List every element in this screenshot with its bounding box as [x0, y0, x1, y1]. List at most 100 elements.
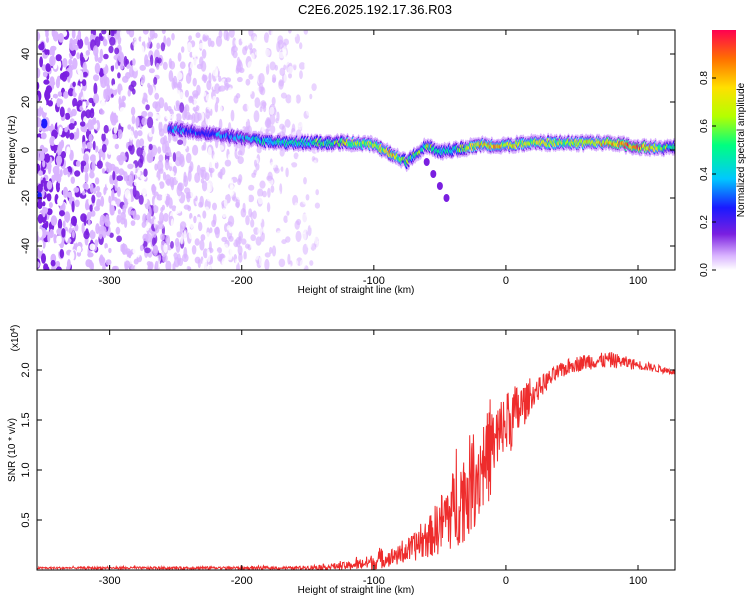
- spectrogram-noise-blob: [91, 194, 96, 204]
- spectrogram-noise-blob: [228, 100, 233, 110]
- spectrogram-noise-blob: [219, 156, 226, 166]
- spectrogram-noise-blob: [46, 94, 51, 99]
- spectrogram-noise-blob: [76, 251, 82, 257]
- spectrogram-noise-blob: [293, 152, 299, 160]
- spectrogram-noise-blob: [171, 77, 176, 90]
- spectrogram-noise-blob: [227, 67, 231, 75]
- spectrogram-noise-blob: [198, 221, 203, 232]
- spectrogram-noise-blob: [246, 100, 251, 111]
- spectrogram-noise-blob: [192, 58, 198, 66]
- spectrogram-noise-blob: [227, 87, 233, 96]
- spectrogram-noise-blob: [188, 35, 193, 41]
- spectrogram-xtick-label: 100: [629, 275, 647, 287]
- spectrogram-noise-blob: [57, 245, 61, 252]
- spectrogram-noise-blob: [212, 202, 217, 211]
- spectrogram-noise-blob: [168, 170, 175, 177]
- spectrogram-ytick-label: -20: [20, 190, 32, 206]
- spectrogram-noise-blob: [254, 50, 262, 56]
- spectrogram-noise-blob: [187, 170, 192, 182]
- spectrogram-noise-blob: [218, 194, 224, 201]
- spectrogram-noise-blob: [147, 82, 151, 89]
- spectrogram-noise-blob: [237, 150, 243, 156]
- spectrogram-noise-blob: [93, 187, 97, 195]
- spectrogram-noise-blob: [293, 259, 299, 266]
- spectrogram-noise-blob: [44, 153, 51, 163]
- spectrogram-noise-blob: [224, 159, 232, 167]
- snr-xtick-label: -300: [99, 575, 121, 587]
- spectrogram-noise-blob: [42, 177, 46, 184]
- spectrogram-noise-blob: [221, 236, 228, 242]
- spectrogram-noise-blob: [83, 167, 89, 173]
- spectrogram-noise-blob: [314, 233, 319, 245]
- spectrogram-noise-blob: [252, 210, 257, 220]
- spectrogram-noise-blob: [247, 165, 254, 174]
- spectrogram-noise-blob: [177, 40, 183, 47]
- spectrogram-noise-blob: [225, 173, 231, 179]
- spectrogram-noise-blob: [162, 153, 166, 166]
- spectrogram-noise-blob: [116, 186, 121, 197]
- spectrogram-noise-blob: [81, 222, 85, 234]
- spectrogram-noise-blob: [292, 71, 297, 79]
- spectrogram-noise-blob: [57, 145, 61, 156]
- spectrogram-noise-blob: [63, 167, 69, 175]
- spectrogram-noise-blob: [179, 91, 184, 99]
- spectrogram-noise-blob: [141, 117, 148, 126]
- spectrogram-noise-blob: [95, 151, 100, 164]
- spectrogram-noise-blob: [86, 79, 91, 86]
- spectrogram-noise-blob: [130, 80, 137, 88]
- spectrogram-noise-blob: [242, 202, 246, 213]
- spectrogram-noise-blob: [87, 219, 91, 226]
- spectrogram-noise-blob: [194, 172, 201, 183]
- spectrogram-noise-blob: [113, 251, 117, 257]
- spectrogram-noise-blob: [300, 228, 307, 234]
- spectrogram-noise-blob: [65, 212, 70, 224]
- spectrogram-noise-blob: [155, 62, 160, 70]
- spectrogram-noise-blob: [161, 204, 165, 211]
- spectrogram-noise-blob: [271, 74, 277, 84]
- spectrogram-noise-blob: [182, 208, 188, 217]
- spectrogram-noise-blob: [310, 104, 314, 113]
- spectrogram-noise-blob: [186, 266, 192, 270]
- spectrogram-noise-blob: [166, 37, 172, 47]
- spectrogram-noise-blob: [232, 50, 238, 59]
- spectrogram-noise-blob: [124, 196, 128, 209]
- spectrogram-noise-blob: [159, 211, 164, 224]
- spectrogram-noise-blob: [156, 194, 163, 201]
- spectrogram-noise-blob: [73, 131, 78, 141]
- spectrogram-noise-blob: [226, 225, 231, 231]
- spectrogram-noise-blob: [264, 155, 269, 166]
- spectrogram-noise-blob: [292, 58, 298, 66]
- spectrogram-noise-blob: [245, 215, 250, 226]
- spectrogram-noise-blob: [164, 102, 168, 112]
- spectrogram-noise-blob: [146, 222, 152, 229]
- spectrogram-ytick-label: 20: [20, 96, 32, 108]
- spectrogram-noise-blob: [146, 177, 152, 188]
- colorbar-tick-label: 0.0: [699, 263, 710, 277]
- spectrogram-noise-blob: [96, 103, 102, 111]
- spectrogram-noise-blob: [163, 135, 168, 144]
- spectrogram-noise-blob: [131, 115, 136, 125]
- spectrogram-noise-blob: [89, 171, 95, 179]
- spectrogram-noise-blob: [51, 174, 56, 183]
- spectrogram-xlabel: Height of straight line (km): [298, 285, 415, 296]
- spectrogram-noise-blob: [102, 262, 106, 270]
- spectrogram-noise-blob: [233, 207, 238, 213]
- spectrogram-noise-blob: [312, 169, 318, 182]
- spectrogram-noise-blob: [95, 167, 99, 177]
- spectrogram-noise-blob: [217, 253, 223, 262]
- spectrogram-noise-blob: [243, 264, 248, 270]
- spectrogram-noise-blob: [67, 88, 75, 97]
- spectrogram-noise-blob: [93, 93, 100, 104]
- spectrogram-noise-blob: [214, 227, 220, 235]
- spectrogram-noise-blob: [202, 157, 208, 165]
- spectrogram-noise-blob: [154, 224, 160, 234]
- spectrogram-noise-blob: [134, 264, 139, 270]
- snr-frame: [36, 329, 676, 571]
- spectrogram-noise-blob: [218, 30, 223, 39]
- spectrogram-noise-blob: [157, 146, 162, 154]
- spectrogram-noise-blob: [263, 32, 270, 43]
- spectrogram-noise-blob: [55, 54, 62, 62]
- spectrogram-noise-blob: [140, 36, 145, 43]
- spectrogram-noise-blob: [200, 91, 207, 97]
- spectrogram-noise-blob: [289, 31, 295, 44]
